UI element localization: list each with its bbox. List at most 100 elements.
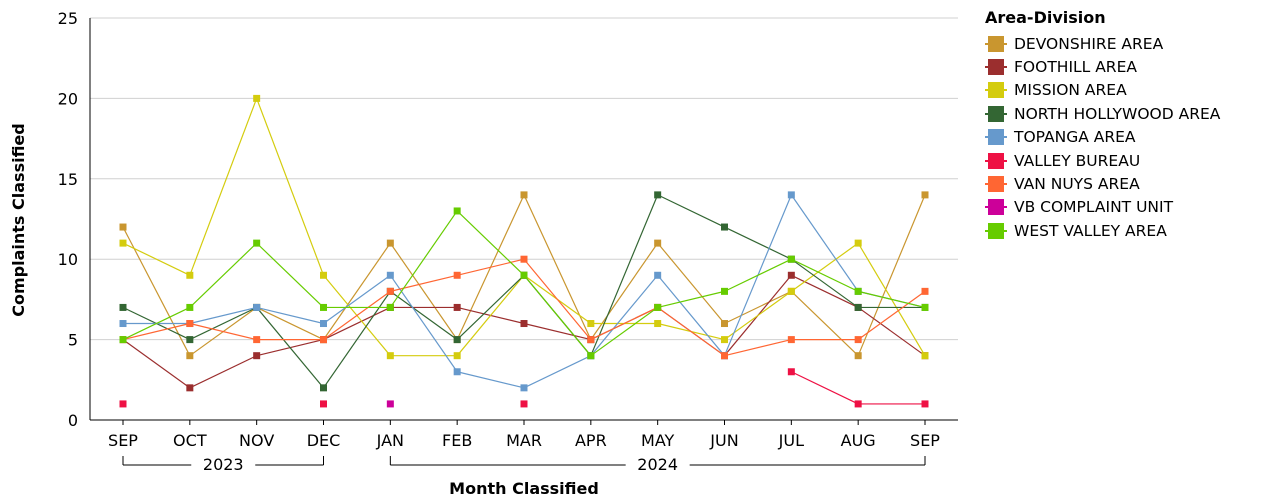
series-line-segment (724, 290, 792, 325)
data-point[interactable] (854, 303, 862, 311)
series-line-segment (590, 194, 659, 356)
data-point[interactable] (320, 384, 327, 392)
data-point[interactable] (721, 352, 728, 360)
legend-item[interactable]: TOPANGA AREA (985, 126, 1220, 149)
data-point[interactable] (253, 94, 261, 102)
data-point[interactable] (520, 271, 528, 279)
data-point[interactable] (654, 239, 662, 247)
data-point[interactable] (386, 271, 394, 279)
x-tick-label: SEP (108, 431, 138, 450)
data-point[interactable] (721, 223, 728, 231)
data-point[interactable] (119, 303, 127, 311)
series-line-segment (256, 307, 324, 389)
legend-item[interactable]: DEVONSHIRE AREA (985, 32, 1220, 55)
legend-item[interactable]: VAN NUYS AREA (985, 172, 1220, 195)
data-point[interactable] (520, 255, 528, 263)
data-point[interactable] (186, 352, 194, 360)
legend-swatch (985, 199, 1007, 216)
data-point[interactable] (854, 352, 862, 360)
data-point[interactable] (119, 223, 127, 231)
data-point[interactable] (787, 191, 795, 199)
data-point[interactable] (320, 400, 327, 408)
data-point[interactable] (186, 271, 194, 279)
data-point[interactable] (854, 336, 862, 344)
series-line-segment (523, 322, 591, 341)
data-point[interactable] (253, 352, 261, 360)
series-line-segment (456, 274, 525, 341)
data-point[interactable] (587, 352, 595, 360)
data-point[interactable] (587, 320, 595, 328)
legend-item[interactable]: MISSION AREA (985, 79, 1220, 102)
data-point[interactable] (253, 239, 261, 247)
data-point[interactable] (386, 287, 394, 295)
data-point[interactable] (453, 368, 461, 376)
data-point[interactable] (721, 336, 728, 344)
legend-item[interactable]: NORTH HOLLYWOOD AREA (985, 102, 1220, 125)
data-point[interactable] (654, 191, 662, 199)
data-point[interactable] (587, 336, 595, 344)
data-point[interactable] (186, 303, 194, 311)
data-point[interactable] (320, 336, 327, 344)
data-point[interactable] (320, 271, 327, 279)
data-point[interactable] (453, 271, 461, 279)
series-line-segment (790, 290, 859, 357)
data-point[interactable] (320, 320, 327, 328)
data-point[interactable] (921, 287, 929, 295)
data-point[interactable] (186, 384, 194, 392)
data-point[interactable] (453, 207, 461, 215)
data-point[interactable] (921, 400, 929, 408)
data-point[interactable] (787, 368, 795, 376)
data-point[interactable] (721, 287, 728, 295)
data-point[interactable] (520, 384, 528, 392)
data-point[interactable] (253, 303, 261, 311)
data-point[interactable] (787, 287, 795, 295)
legend-label: WEST VALLEY AREA (1014, 221, 1167, 240)
data-point[interactable] (186, 320, 194, 328)
data-point[interactable] (119, 336, 127, 344)
legend-item[interactable]: VALLEY BUREAU (985, 149, 1220, 172)
data-point[interactable] (386, 239, 394, 247)
data-point[interactable] (921, 352, 929, 360)
data-point[interactable] (921, 191, 929, 199)
data-point[interactable] (453, 352, 461, 360)
data-point[interactable] (654, 303, 662, 311)
data-point[interactable] (119, 320, 127, 328)
legend-item[interactable]: FOOTHILL AREA (985, 55, 1220, 78)
data-point[interactable] (654, 271, 662, 279)
data-point[interactable] (119, 400, 127, 408)
series-line-segment (122, 322, 190, 341)
x-tick-label: APR (575, 431, 607, 450)
data-point[interactable] (386, 352, 394, 360)
data-point[interactable] (320, 303, 327, 311)
series-line-segment (323, 306, 391, 341)
data-point[interactable] (386, 303, 394, 311)
data-point[interactable] (787, 336, 795, 344)
legend-label: FOOTHILL AREA (1014, 58, 1137, 77)
data-point[interactable] (119, 239, 127, 247)
series-line-segment (122, 242, 191, 276)
data-point[interactable] (520, 191, 528, 199)
data-point[interactable] (453, 336, 461, 344)
data-point[interactable] (787, 271, 795, 279)
series-line-segment (456, 210, 525, 276)
data-point[interactable] (921, 303, 929, 311)
legend-swatch (985, 82, 1007, 99)
data-point[interactable] (654, 320, 662, 328)
grid-lines (90, 17, 958, 341)
data-point[interactable] (854, 287, 862, 295)
data-point[interactable] (854, 400, 862, 408)
legend-item[interactable]: WEST VALLEY AREA (985, 219, 1220, 242)
series-line-segment (323, 242, 391, 340)
data-point[interactable] (854, 239, 862, 247)
data-point[interactable] (721, 320, 728, 328)
data-point[interactable] (386, 400, 394, 408)
data-point[interactable] (253, 336, 261, 344)
legend-item[interactable]: VB COMPLAINT UNIT (985, 196, 1220, 219)
data-point[interactable] (520, 400, 528, 408)
series-line-segment (256, 98, 325, 276)
data-point[interactable] (787, 255, 795, 263)
data-point[interactable] (453, 303, 461, 311)
series-line-segment (256, 306, 324, 325)
data-point[interactable] (520, 320, 528, 328)
data-point[interactable] (186, 336, 194, 344)
